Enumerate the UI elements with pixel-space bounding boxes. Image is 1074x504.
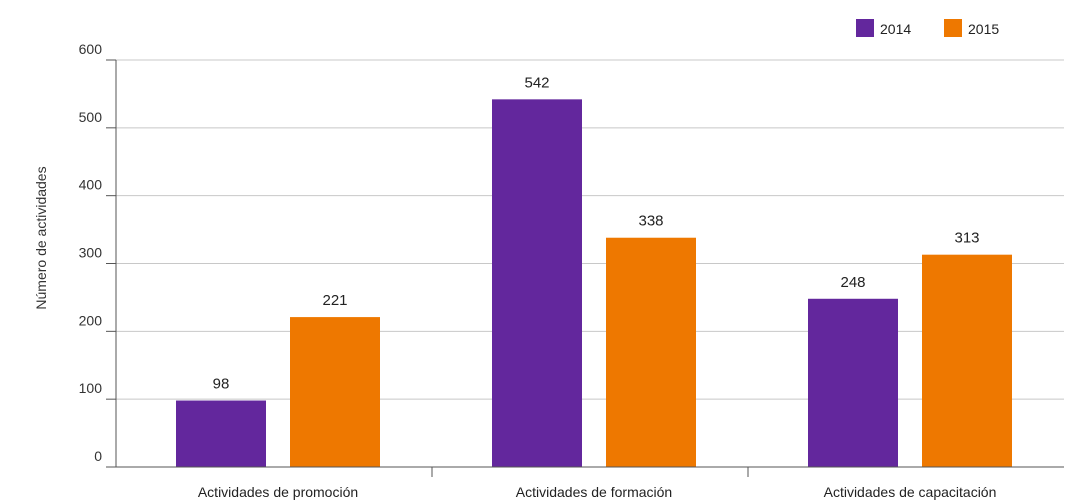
bar-2014-2 — [492, 99, 582, 468]
category-label: Actividades de formación — [516, 484, 672, 500]
bar-2014-3 — [808, 298, 898, 467]
legend-label: 2014 — [880, 21, 911, 37]
data-label: 542 — [524, 74, 549, 91]
category-label: Actividades de promoción — [198, 484, 358, 500]
data-label: 338 — [638, 213, 663, 230]
bar-2015-2 — [606, 237, 696, 467]
bars — [176, 99, 1012, 468]
category-label: Actividades de capacitación — [824, 484, 997, 500]
labels: 0 100 200 300 400 500 600 98 221 Actividades de p… — [79, 41, 997, 500]
data-label: 313 — [954, 230, 979, 247]
legend-swatch-2015 — [944, 19, 962, 37]
data-label: 248 — [840, 274, 865, 291]
y-tick-label: 400 — [79, 177, 103, 193]
bar-2015-3 — [922, 254, 1012, 467]
y-tick-label: 100 — [79, 380, 103, 396]
bar-2014-1 — [176, 400, 266, 467]
y-axis-title: Número de actividades — [33, 166, 49, 309]
legend-label: 2015 — [968, 21, 999, 37]
bar-2015-1 — [290, 317, 380, 467]
y-tick-label: 600 — [79, 41, 103, 57]
y-tick-label: 500 — [79, 109, 103, 125]
data-label: 98 — [213, 376, 230, 393]
y-tick-label: 0 — [94, 448, 102, 464]
legend: 2014 2015 — [856, 19, 999, 37]
y-tick-label: 200 — [79, 312, 103, 328]
y-tick-label: 300 — [79, 245, 103, 261]
axes — [106, 59, 1064, 477]
data-label: 221 — [322, 292, 347, 309]
legend-swatch-2014 — [856, 19, 874, 37]
gridlines — [116, 59, 1064, 400]
